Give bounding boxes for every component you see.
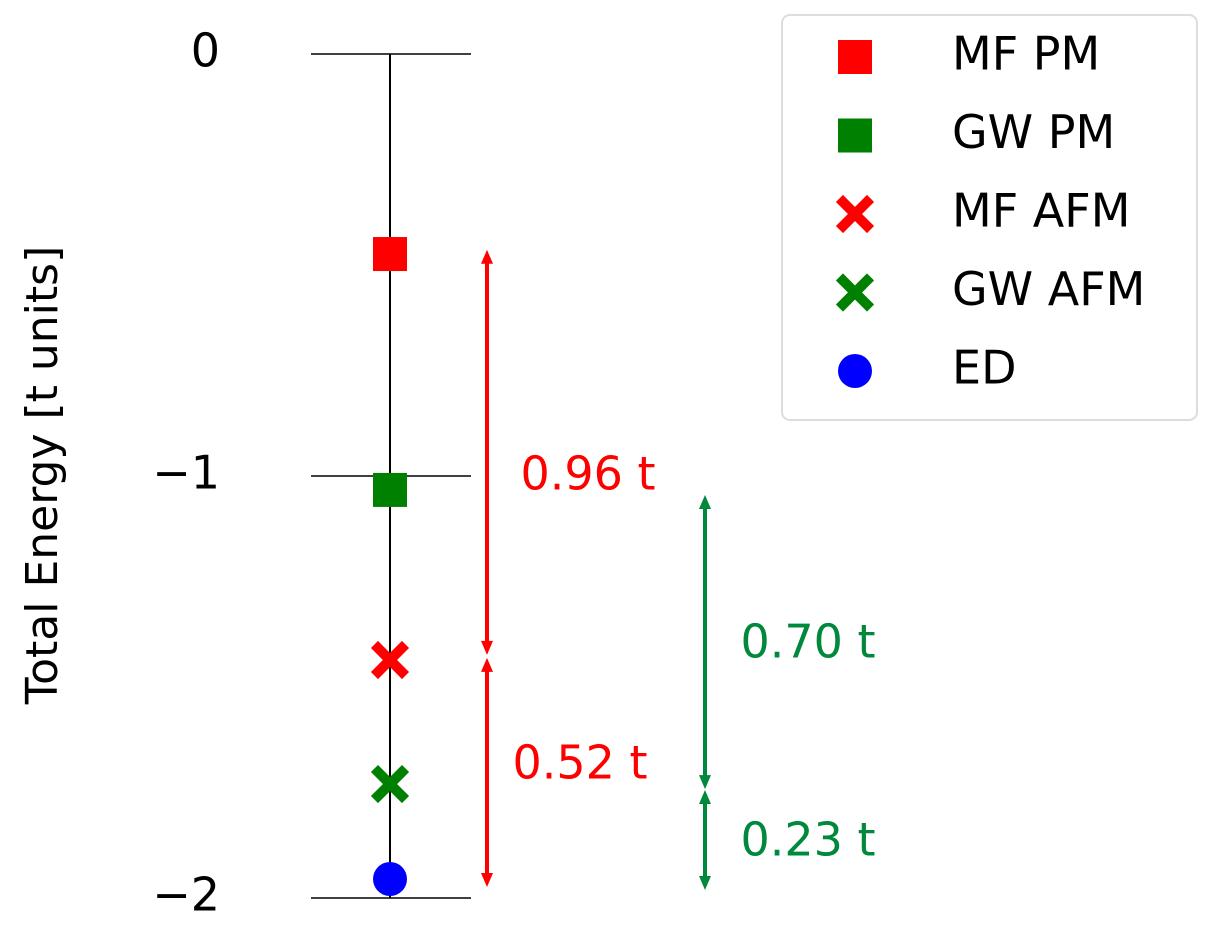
annotation-label: 0.96 t [520, 447, 655, 501]
legend-marker [835, 273, 875, 312]
legend-label: MF AFM [952, 184, 1130, 238]
arrow-head [699, 789, 711, 804]
arrow-head [481, 657, 493, 672]
y-tick-label: 0 [191, 24, 220, 78]
legend-label: MF PM [952, 27, 1100, 81]
y-axis-label: Total Energy [t units] [17, 246, 68, 706]
marker [370, 764, 410, 804]
legend-marker [835, 194, 875, 234]
annotation-label: 0.23 t [740, 813, 875, 867]
arrow-head [481, 249, 493, 264]
annotation-label: 0.52 t [512, 736, 647, 790]
arrow-head [699, 775, 711, 790]
y-tick-label: −2 [152, 868, 220, 922]
y-tick-label: −1 [152, 446, 220, 500]
legend-marker [838, 118, 872, 153]
arrow-head [699, 875, 711, 890]
marker [373, 237, 407, 272]
marker [373, 472, 407, 507]
legend-box [781, 14, 1198, 421]
arrow-head [481, 873, 493, 888]
legend-label: ED [952, 341, 1017, 395]
legend-label: GW PM [952, 105, 1115, 159]
annotation-label: 0.70 t [740, 615, 875, 669]
legend-marker [838, 354, 872, 388]
marker [370, 640, 410, 680]
marker [373, 862, 407, 897]
arrow-head [481, 640, 493, 655]
legend-label: GW AFM [952, 262, 1145, 316]
arrow-head [699, 494, 711, 509]
legend-marker [838, 40, 872, 74]
